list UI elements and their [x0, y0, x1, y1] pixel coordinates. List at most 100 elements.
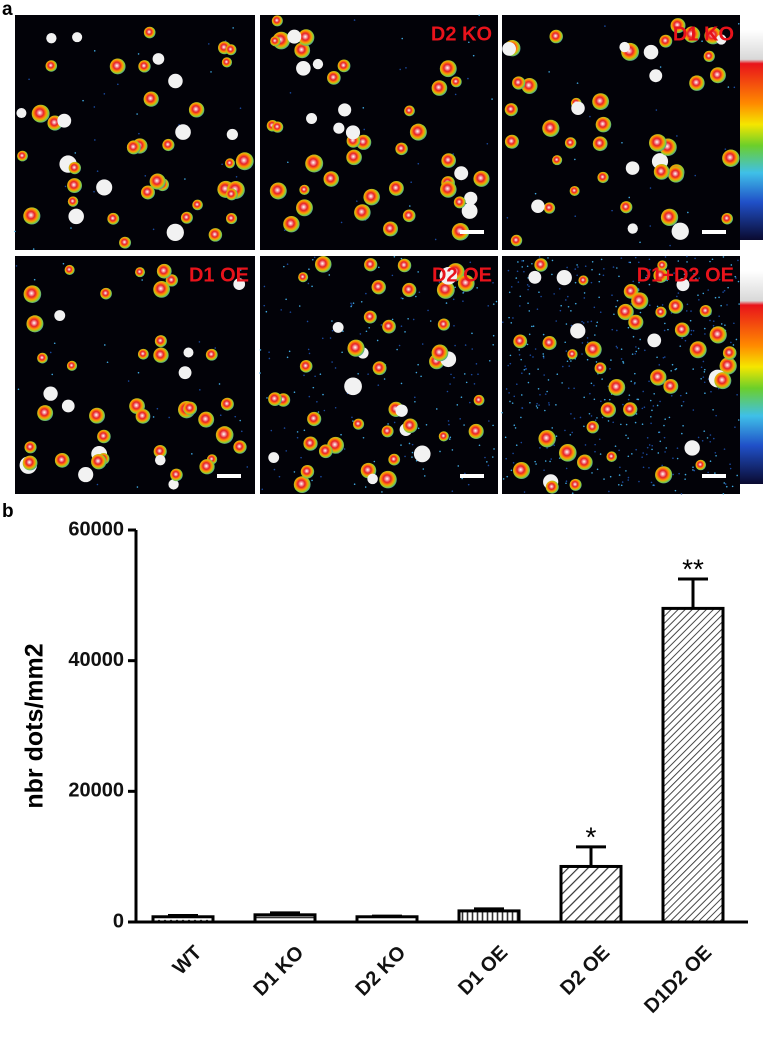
speckle	[720, 304, 722, 307]
speckle	[463, 424, 465, 426]
speckle	[677, 260, 680, 262]
cell	[299, 360, 313, 373]
speckle	[492, 334, 495, 337]
bar	[457, 909, 521, 924]
cell	[534, 258, 548, 272]
speckle	[524, 365, 526, 368]
speckle	[590, 281, 593, 284]
speckle	[528, 333, 531, 336]
speckle	[547, 379, 550, 381]
speckle	[608, 398, 611, 401]
speckle	[454, 93, 457, 96]
cell	[504, 134, 520, 149]
speckle	[734, 275, 737, 278]
speckle	[268, 351, 270, 353]
speckle	[619, 466, 621, 469]
speckle	[508, 392, 510, 394]
cell	[178, 366, 192, 380]
speckle	[510, 286, 513, 288]
speckle	[697, 294, 699, 296]
speckle	[51, 373, 54, 376]
speckle	[341, 351, 343, 354]
speckle	[340, 221, 343, 224]
speckle	[622, 362, 625, 364]
speckle	[648, 380, 650, 383]
speckle	[694, 257, 696, 260]
speckle	[551, 427, 554, 429]
speckle	[413, 396, 416, 399]
speckle	[649, 225, 652, 227]
speckle	[350, 302, 352, 305]
speckle	[690, 310, 692, 312]
speckle	[328, 274, 331, 276]
speckle	[701, 439, 704, 442]
speckle	[400, 444, 402, 446]
significance-label: *	[586, 821, 597, 852]
speckle	[658, 364, 661, 366]
speckle	[680, 404, 683, 407]
speckle	[631, 353, 634, 355]
cell	[699, 304, 712, 318]
speckle	[573, 417, 576, 420]
speckle	[377, 266, 380, 269]
speckle	[495, 300, 498, 303]
cell	[137, 348, 149, 360]
speckle	[569, 433, 572, 436]
cell	[439, 267, 458, 285]
cell	[564, 137, 577, 149]
speckle	[634, 421, 637, 424]
cell	[72, 32, 83, 43]
speckle	[307, 282, 310, 285]
speckle	[670, 370, 672, 372]
cell	[154, 454, 166, 466]
speckle	[734, 426, 736, 428]
speckle	[518, 353, 521, 356]
speckle	[263, 285, 266, 288]
speckle	[724, 324, 726, 326]
speckle	[664, 256, 667, 258]
speckle	[96, 170, 99, 172]
speckle	[93, 190, 95, 193]
cell	[225, 188, 238, 201]
speckle	[659, 400, 661, 403]
speckle	[373, 460, 376, 463]
cell	[233, 440, 247, 454]
cell	[531, 199, 545, 213]
speckle	[648, 258, 651, 261]
cell	[721, 212, 733, 225]
cell	[653, 268, 669, 283]
speckle	[311, 285, 313, 288]
speckle	[718, 315, 720, 317]
speckle	[400, 382, 403, 385]
speckle	[512, 317, 514, 319]
speckle	[259, 372, 261, 374]
speckle	[574, 302, 577, 305]
speckle	[417, 363, 419, 366]
speckle	[576, 274, 578, 277]
speckle	[512, 462, 515, 464]
speckle	[363, 128, 366, 131]
speckle	[733, 86, 736, 89]
cell	[592, 93, 610, 111]
cell	[293, 476, 311, 494]
speckle	[507, 364, 509, 367]
speckle	[673, 272, 675, 274]
speckle	[644, 349, 646, 352]
speckle	[505, 388, 508, 390]
speckle	[591, 268, 593, 271]
cell	[180, 211, 193, 224]
cell	[502, 42, 516, 56]
speckle	[439, 450, 441, 453]
cell	[119, 236, 132, 249]
speckle	[536, 407, 539, 409]
cell	[96, 179, 113, 196]
cell	[299, 184, 310, 196]
cell	[208, 228, 223, 242]
speckle	[391, 318, 394, 321]
speckle	[676, 447, 679, 449]
cell	[61, 399, 75, 413]
speckle	[540, 295, 542, 298]
cell	[556, 269, 572, 286]
speckle	[343, 448, 346, 450]
speckle	[461, 477, 463, 480]
